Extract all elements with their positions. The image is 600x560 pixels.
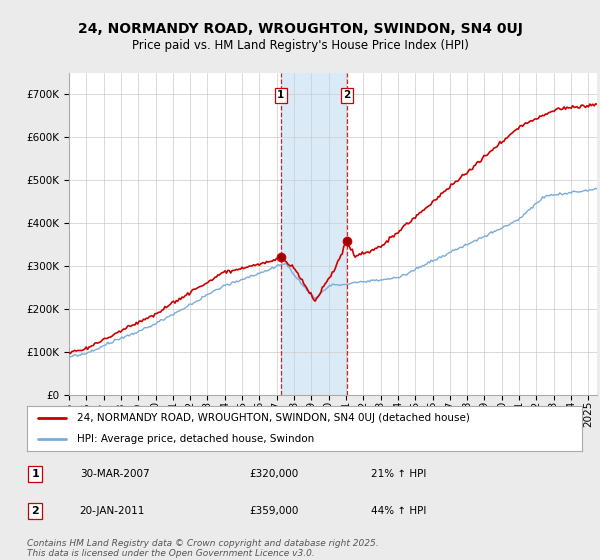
Text: 2: 2	[343, 90, 350, 100]
Text: £320,000: £320,000	[249, 469, 298, 479]
Text: £359,000: £359,000	[249, 506, 298, 516]
Text: HPI: Average price, detached house, Swindon: HPI: Average price, detached house, Swin…	[77, 433, 314, 444]
Text: 44% ↑ HPI: 44% ↑ HPI	[371, 506, 427, 516]
Text: 24, NORMANDY ROAD, WROUGHTON, SWINDON, SN4 0UJ (detached house): 24, NORMANDY ROAD, WROUGHTON, SWINDON, S…	[77, 413, 470, 423]
Text: 21% ↑ HPI: 21% ↑ HPI	[371, 469, 427, 479]
Text: 24, NORMANDY ROAD, WROUGHTON, SWINDON, SN4 0UJ: 24, NORMANDY ROAD, WROUGHTON, SWINDON, S…	[77, 22, 523, 36]
Text: 30-MAR-2007: 30-MAR-2007	[80, 469, 149, 479]
Text: 1: 1	[31, 469, 39, 479]
Text: Contains HM Land Registry data © Crown copyright and database right 2025.
This d: Contains HM Land Registry data © Crown c…	[27, 539, 379, 558]
Text: Price paid vs. HM Land Registry's House Price Index (HPI): Price paid vs. HM Land Registry's House …	[131, 39, 469, 52]
Text: 1: 1	[277, 90, 284, 100]
Bar	[281, 73, 347, 395]
Text: 2: 2	[31, 506, 39, 516]
Text: 20-JAN-2011: 20-JAN-2011	[80, 506, 145, 516]
